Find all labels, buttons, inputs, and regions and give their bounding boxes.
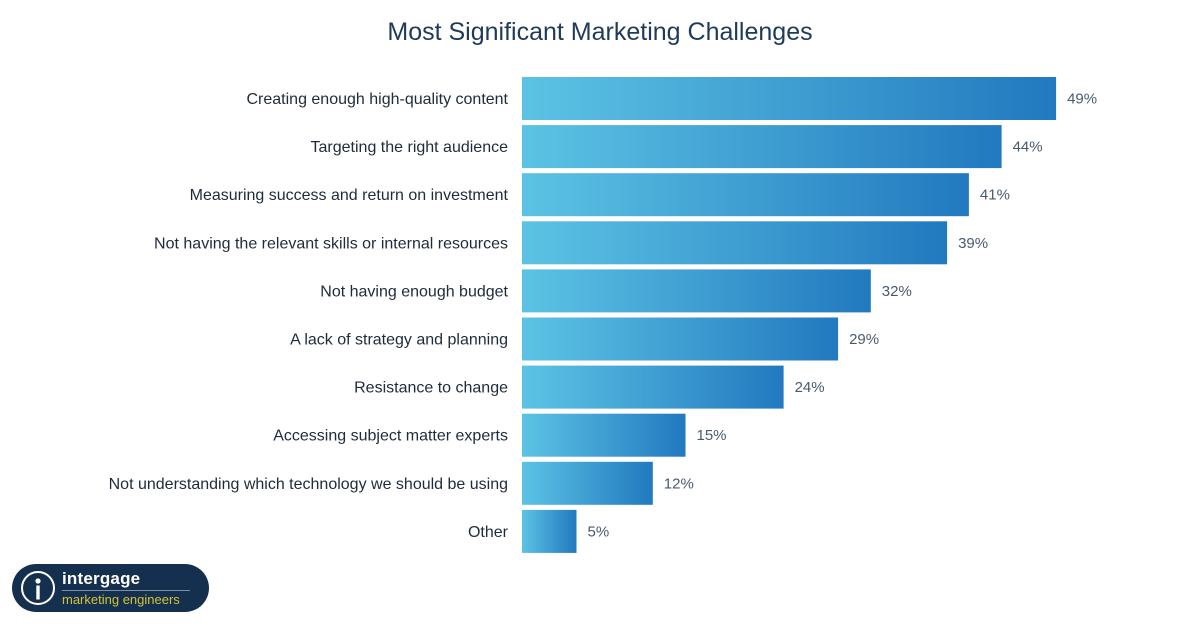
- bar: [522, 461, 653, 505]
- value-label: 41%: [980, 187, 1010, 204]
- category-label: Targeting the right audience: [311, 139, 509, 156]
- chart-title: Most Significant Marketing Challenges: [387, 18, 813, 46]
- bar: [522, 221, 948, 265]
- category-label: Measuring success and return on investme…: [190, 187, 509, 204]
- category-label: Creating enough high-quality content: [246, 91, 508, 108]
- category-label: Resistance to change: [354, 380, 508, 397]
- logo-name: intergage: [62, 569, 141, 588]
- value-label: 49%: [1067, 91, 1097, 108]
- value-label: 24%: [795, 379, 825, 396]
- bar: [522, 173, 969, 217]
- category-label: Not having enough budget: [320, 283, 508, 300]
- category-label: Not understanding which technology we sh…: [109, 476, 508, 493]
- bar: [522, 125, 1002, 169]
- category-label: A lack of strategy and planning: [290, 332, 508, 349]
- value-label: 5%: [588, 523, 610, 540]
- value-label: 39%: [958, 235, 988, 252]
- logo-divider: [62, 590, 190, 591]
- bar: [522, 365, 784, 409]
- bar: [522, 413, 686, 457]
- value-label: 12%: [664, 475, 694, 492]
- info-i-icon: [21, 571, 55, 605]
- bar: [522, 269, 871, 313]
- category-label: Accessing subject matter experts: [273, 428, 508, 445]
- value-label: 15%: [697, 427, 727, 444]
- value-label: 44%: [1013, 139, 1043, 156]
- bar: [522, 509, 577, 553]
- bar: [522, 77, 1057, 120]
- value-label: 32%: [882, 283, 912, 300]
- category-label: Not having the relevant skills or intern…: [154, 235, 508, 252]
- bar: [522, 317, 839, 361]
- logo-tagline: marketing engineers: [62, 592, 180, 607]
- category-label: Other: [468, 524, 509, 541]
- value-label: 29%: [849, 331, 879, 348]
- intergage-logo: intergage marketing engineers: [12, 564, 209, 612]
